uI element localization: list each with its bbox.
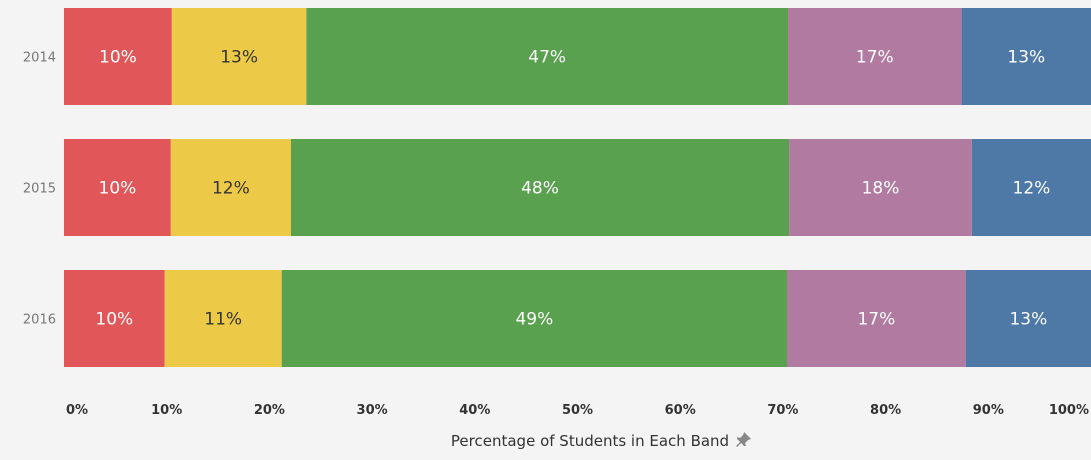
x-tick-label: 0%	[66, 403, 88, 418]
pin-icon-shape	[736, 432, 752, 447]
bar-segment[interactable]	[961, 8, 1091, 105]
data-label: 12%	[1013, 179, 1051, 199]
pin-icon[interactable]	[736, 432, 752, 447]
data-label: 48%	[521, 179, 559, 199]
x-axis-title: Percentage of Students in Each Band	[451, 432, 729, 450]
x-tick-label: 50%	[562, 403, 593, 418]
data-label: 10%	[99, 179, 137, 199]
bar-segment[interactable]	[965, 270, 1091, 367]
data-label: 49%	[515, 310, 553, 330]
bar-segment[interactable]	[64, 8, 172, 105]
bar-segment[interactable]	[789, 139, 972, 236]
bar-segment[interactable]	[306, 8, 789, 105]
x-tick-label: 90%	[973, 403, 1004, 418]
bar-segment[interactable]	[971, 139, 1091, 236]
bar-segment[interactable]	[290, 139, 790, 236]
data-label: 11%	[204, 310, 242, 330]
x-tick-label: 60%	[665, 403, 696, 418]
bar-segment[interactable]	[281, 270, 788, 367]
data-label: 17%	[857, 310, 895, 330]
bar-segment[interactable]	[164, 270, 282, 367]
data-label: 18%	[862, 179, 900, 199]
category-label: 2016	[23, 313, 56, 328]
x-tick-label: 70%	[767, 403, 798, 418]
category-label: 2015	[23, 182, 56, 197]
data-label: 10%	[99, 48, 137, 68]
x-tick-label: 40%	[459, 403, 490, 418]
x-tick-label: 80%	[870, 403, 901, 418]
x-tick-label: 30%	[357, 403, 388, 418]
x-tick-label: 10%	[151, 403, 182, 418]
category-label: 2014	[23, 51, 56, 66]
data-label: 10%	[95, 310, 133, 330]
bar-segment[interactable]	[788, 8, 962, 105]
bar-segment[interactable]	[787, 270, 966, 367]
bar-segment[interactable]	[171, 8, 307, 105]
bar-segment[interactable]	[170, 139, 291, 236]
data-label: 47%	[528, 48, 566, 68]
data-label: 13%	[1009, 310, 1047, 330]
bar-segment[interactable]	[64, 270, 165, 367]
x-axis-ticks: 0% 10% 20% 30% 40% 50% 60% 70% 80% 90% 100%	[66, 403, 1089, 418]
data-label: 17%	[856, 48, 894, 68]
x-tick-label: 20%	[254, 403, 285, 418]
bar-segment[interactable]	[64, 139, 171, 236]
data-label: 13%	[1007, 48, 1045, 68]
data-label: 12%	[212, 179, 250, 199]
bars-layer: 2014 10% 13% 47% 17% 13% 2015 10% 12% 48% 18% 12% 20…	[23, 8, 1091, 367]
data-label: 13%	[220, 48, 258, 68]
x-tick-label: 100%	[1049, 403, 1089, 418]
